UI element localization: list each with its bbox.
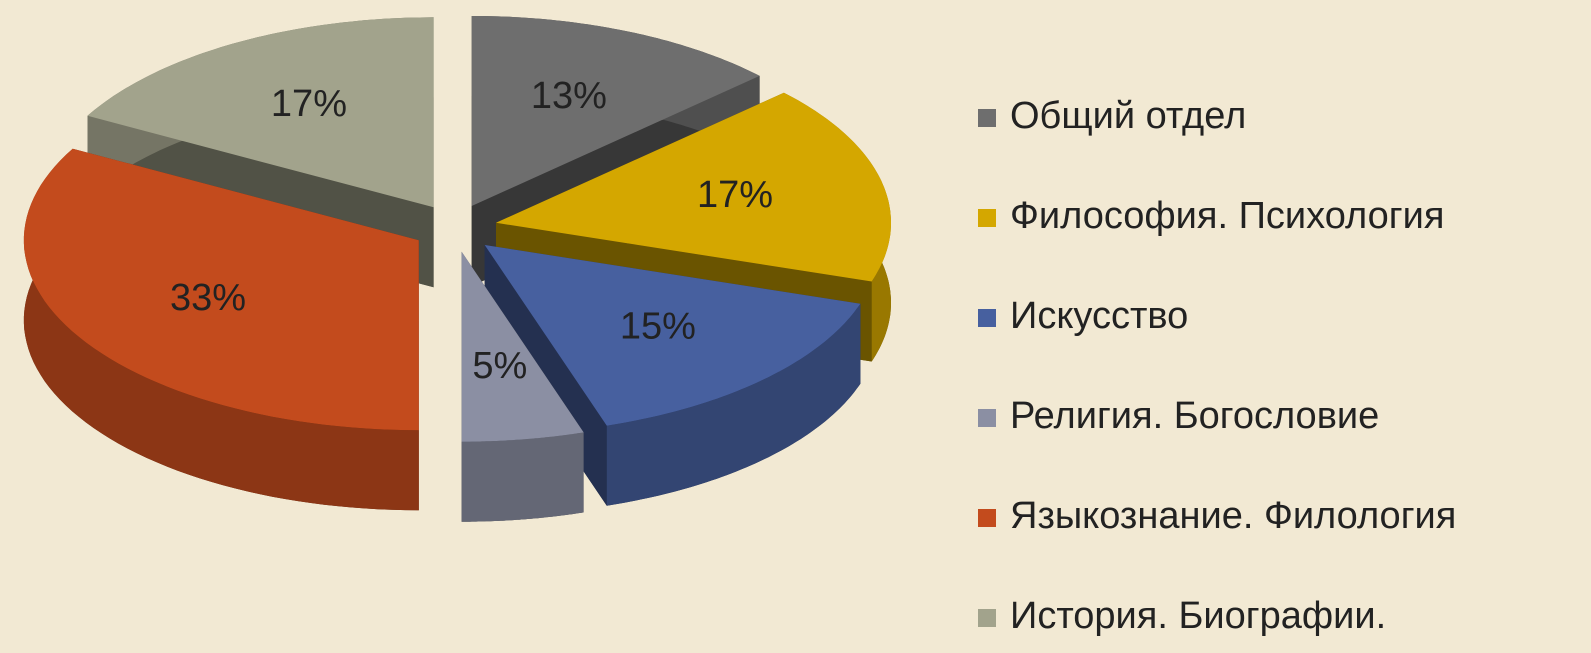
data-label: 33% bbox=[170, 277, 246, 319]
legend-label: Искусство bbox=[1010, 295, 1188, 337]
legend-label: Языкознание. Филология bbox=[1010, 495, 1456, 537]
slice bbox=[484, 245, 861, 426]
slice-outer-wall bbox=[23, 148, 419, 511]
legend-label: История. Биографии. bbox=[1010, 595, 1386, 637]
slice bbox=[471, 16, 760, 206]
data-label: 17% bbox=[271, 83, 347, 125]
legend-swatch bbox=[978, 209, 996, 227]
legend-swatch bbox=[978, 409, 996, 427]
pie bbox=[23, 16, 891, 522]
legend-label: Религия. Богословие bbox=[1010, 395, 1379, 437]
legend-swatch bbox=[978, 309, 996, 327]
legend-swatch bbox=[978, 109, 996, 127]
slice-outer-wall bbox=[606, 303, 861, 506]
data-label: 5% bbox=[472, 345, 527, 387]
slice bbox=[23, 148, 419, 431]
legend-label: Общий отдел bbox=[1010, 95, 1246, 137]
slice bbox=[496, 92, 891, 282]
data-label: 17% bbox=[697, 174, 773, 216]
slice bbox=[87, 17, 434, 208]
legend-label: Философия. Психология bbox=[1010, 195, 1444, 237]
slice-outer-wall bbox=[461, 432, 584, 522]
data-label: 13% bbox=[531, 75, 607, 117]
legend-swatch bbox=[978, 509, 996, 527]
data-label: 15% bbox=[620, 305, 696, 347]
legend-swatch bbox=[978, 609, 996, 627]
slice bbox=[461, 251, 584, 442]
